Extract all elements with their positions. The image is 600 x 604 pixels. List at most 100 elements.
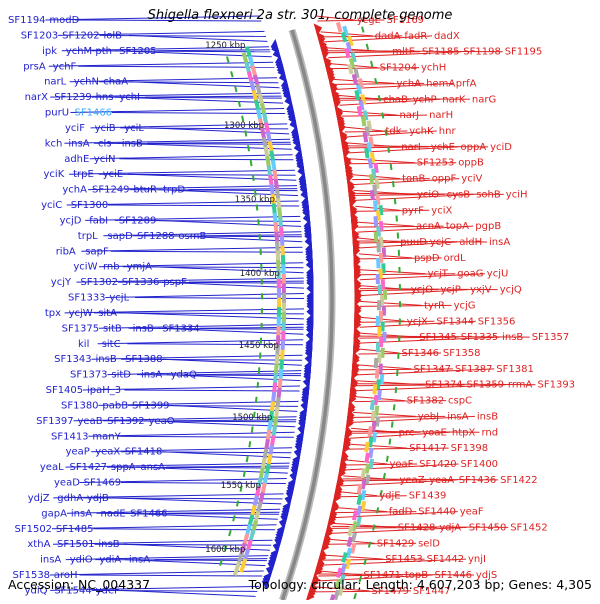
- cog-feature: [232, 561, 241, 577]
- gc-tick: [363, 558, 367, 565]
- connector-line: [166, 465, 290, 468]
- reverse-gene-arrow: [313, 23, 323, 36]
- gene-label: SF1357: [532, 332, 570, 343]
- gene-label: btuR: [133, 185, 157, 196]
- cog-feature: [340, 563, 347, 574]
- connector-line: [359, 300, 423, 306]
- gene-label: narJ: [400, 110, 420, 121]
- gene-label: ycjO: [411, 285, 433, 296]
- tick-label: 1250 kbp: [205, 41, 245, 51]
- connector-line: [359, 269, 426, 275]
- gene-label: ycjX: [407, 316, 428, 327]
- backbone-arc: [280, 29, 334, 601]
- gene-label: rrmA: [508, 380, 533, 391]
- gene-label: narI: [401, 142, 421, 153]
- cog-feature: [339, 574, 346, 585]
- cog-feature: [357, 77, 364, 89]
- gc-tick: [230, 71, 234, 78]
- forward-gene-arrow: [261, 577, 271, 590]
- connector-line: [119, 158, 294, 161]
- connector-line: [123, 312, 304, 320]
- gc-tick: [393, 198, 397, 205]
- connector-line: [73, 416, 297, 422]
- gene-label: oppF: [432, 174, 457, 185]
- connector-line: [357, 364, 412, 370]
- cog-feature: [337, 585, 345, 596]
- reverse-gene-arrow: [326, 72, 336, 86]
- gene-label: SF1398: [451, 443, 489, 454]
- connector-line: [66, 508, 281, 514]
- cog-feature: [354, 89, 361, 101]
- forward-gene-arrow: [280, 511, 289, 525]
- connector-line: [351, 415, 475, 423]
- gc-tick: [232, 515, 236, 522]
- connector-line: [88, 431, 295, 437]
- gene-label: SF1344: [436, 316, 474, 327]
- connector-line: [78, 65, 275, 68]
- connector-line: [98, 262, 304, 268]
- connector-line: [354, 193, 445, 196]
- gc-tick: [260, 322, 263, 329]
- gc-tick: [397, 249, 401, 256]
- gene-label: ycjC: [430, 237, 451, 248]
- connector-line: [87, 185, 298, 191]
- cog-feature: [347, 35, 354, 47]
- gene-label: prsA: [23, 61, 46, 72]
- gc-tick: [384, 129, 388, 136]
- connector-line: [357, 225, 444, 228]
- connector-line: [339, 98, 441, 106]
- cog-feature: [334, 578, 342, 590]
- connector-line: [188, 280, 304, 283]
- connector-line: [340, 110, 398, 116]
- connector-line: [79, 478, 287, 483]
- gene-label: aroH: [54, 570, 78, 581]
- gene-label: ycjL: [109, 293, 129, 304]
- gene-label: ychM: [66, 46, 92, 57]
- cog-feature: [374, 416, 381, 427]
- cog-feature: [335, 21, 343, 33]
- gene-label: SF1198: [463, 47, 501, 58]
- reverse-gene-arrow: [332, 490, 341, 504]
- connector-line: [359, 320, 476, 328]
- forward-gene-arrow: [272, 540, 282, 554]
- gene-label: ycjW: [69, 308, 93, 319]
- gene-label: yciC: [41, 200, 62, 211]
- tick-label: 1300 kbp: [224, 121, 264, 131]
- gene-label: yeaB: [78, 416, 103, 427]
- connector-line: [333, 78, 395, 84]
- gene-label: ychH: [421, 63, 446, 74]
- connector-line: [356, 383, 536, 386]
- connector-line: [107, 370, 302, 376]
- gene-label: tonB: [402, 174, 425, 185]
- gene-label: SF1452: [510, 522, 548, 533]
- connector-line: [345, 463, 418, 466]
- cog-feature: [333, 589, 341, 601]
- gc-tick: [249, 159, 253, 167]
- connector-line: [199, 326, 304, 329]
- gene-label: insA: [40, 555, 61, 566]
- gene-label: topA: [446, 221, 469, 232]
- gc-tick: [396, 369, 399, 377]
- gc-tick: [390, 421, 394, 428]
- gene-label: selD: [418, 538, 440, 549]
- gene-label: insA: [141, 370, 162, 381]
- reverse-gene-arrow: [345, 416, 354, 430]
- gene-label: ydaQ: [171, 370, 197, 381]
- gene-label: hemA: [426, 78, 455, 89]
- gene-label: SF1501: [57, 539, 95, 550]
- connector-line: [352, 178, 430, 181]
- gene-label: yebJ: [418, 411, 439, 422]
- gene-label: sppA: [111, 462, 136, 473]
- gene-label: yciW: [73, 262, 97, 273]
- forward-gene-arrow: [265, 564, 275, 577]
- reverse-gene-arrow: [316, 34, 326, 47]
- gene-label: sapF: [85, 246, 109, 257]
- gc-tick: [398, 335, 401, 342]
- connector-line: [111, 112, 286, 114]
- cog-feature: [342, 25, 349, 37]
- gc-tick: [226, 56, 230, 63]
- cog-feature: [364, 474, 371, 485]
- connector-line: [338, 98, 411, 101]
- connector-line: [335, 511, 417, 514]
- connector-line: [324, 554, 384, 560]
